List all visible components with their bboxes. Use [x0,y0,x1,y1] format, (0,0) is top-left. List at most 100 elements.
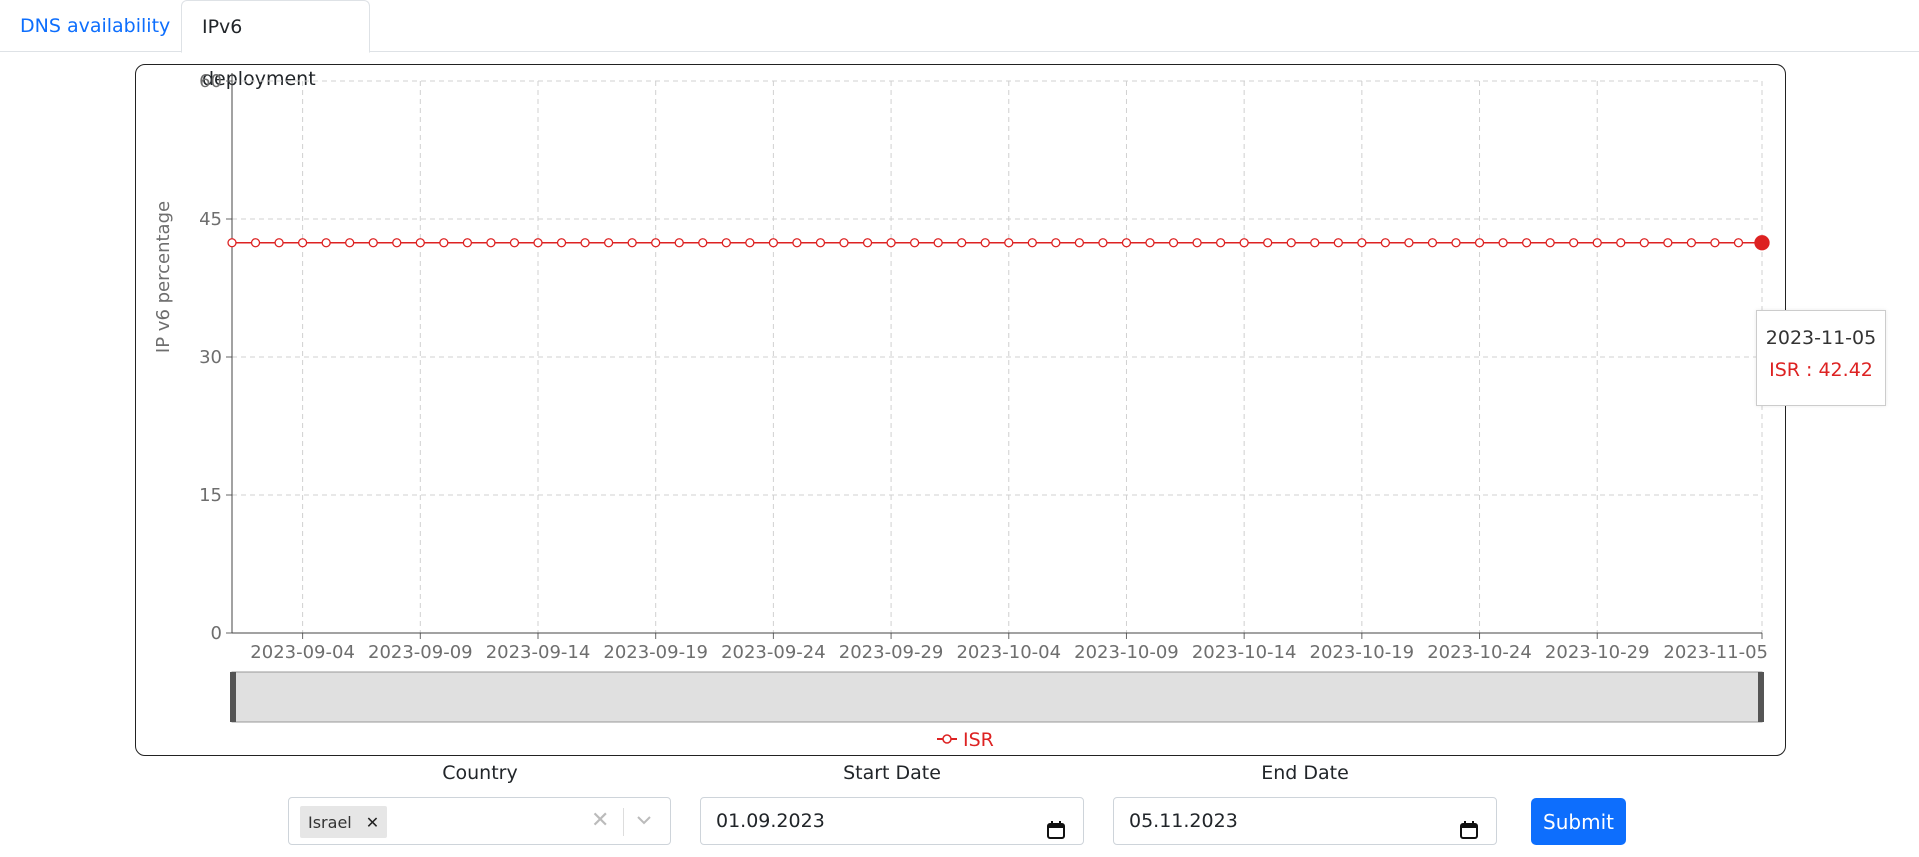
data-point [1145,238,1155,248]
data-point [1754,235,1770,251]
country-select[interactable]: Israel ✕ ✕ [288,797,671,845]
y-tick-label: 0 [211,623,222,644]
data-point [462,238,473,248]
data-point [627,238,637,248]
x-tick-label: 2023-10-14 [1192,642,1297,663]
data-point [957,238,967,248]
calendar-icon[interactable] [1459,811,1479,857]
y-tick-label: 30 [199,347,222,368]
data-point [1239,238,1249,248]
tab-ipv6-deployment[interactable]: IPv6 deployment [181,0,370,90]
data-point [909,238,920,248]
start-date-label: Start Date [843,762,941,784]
data-point [250,238,261,248]
end-date-value: 05.11.2023 [1129,810,1238,832]
start-date-value: 01.09.2023 [716,810,825,832]
data-point [1733,238,1744,248]
data-point [1168,238,1179,248]
data-point [556,238,567,248]
data-point [368,238,378,248]
data-point [1616,238,1626,248]
chart-card: 0 15 30 45 60 2023-09-04 2023-09-09 2023-09-14 2… [135,64,1886,756]
clear-icon[interactable]: ✕ [591,808,610,833]
data-point [1474,238,1485,248]
data-point [439,238,449,248]
range-slider [231,671,1763,723]
data-point [839,238,849,248]
x-tick-label: 2023-09-04 [250,642,355,663]
data-point [1004,238,1014,248]
data-point [227,238,237,248]
chevron-down-icon[interactable] [634,810,654,834]
x-tick-label: 2023-09-29 [839,642,944,663]
data-point [1521,238,1532,248]
data-point [674,238,684,248]
data-point [297,238,308,248]
x-tick-label: 2023-11-05 [1663,642,1768,663]
data-point [1333,238,1343,248]
start-date-input[interactable]: 01.09.2023 [700,797,1084,845]
data-point [603,238,614,248]
data-point [1404,238,1414,248]
data-point [1451,238,1461,248]
data-point [1545,238,1555,248]
data-point [1215,238,1226,248]
data-point [533,238,543,248]
y-tick-label: 45 [199,209,222,230]
data-point [1074,238,1085,248]
legend-marker [942,734,952,744]
legend-label: ISR [963,729,994,751]
data-point [1121,238,1132,248]
data-point [1263,238,1273,248]
submit-button[interactable]: Submit [1531,798,1626,845]
x-tick-label: 2023-10-04 [956,642,1061,663]
data-point [486,238,496,248]
data-point [1686,238,1697,248]
x-tick-label: 2023-09-19 [603,642,708,663]
range-handle-right [1758,672,1764,722]
country-label: Country [442,762,518,784]
data-point [886,238,896,248]
tab-bar: DNS availability IPv6 deployment [0,0,1919,90]
data-point [345,238,355,248]
x-tick-label: 2023-09-24 [721,642,826,663]
data-point [1192,238,1202,248]
data-point [768,238,779,248]
data-point [1357,238,1367,248]
country-chip-label: Israel [308,812,352,832]
end-date-input[interactable]: 05.11.2023 [1113,797,1497,845]
data-point [1639,238,1649,248]
tab-dns-availability[interactable]: DNS availability [20,15,171,37]
remove-chip-icon[interactable]: ✕ [365,812,380,832]
data-point [1286,238,1296,248]
data-point [980,238,990,248]
calendar-icon[interactable] [1046,811,1066,857]
data-point [933,238,943,248]
select-separator [623,808,624,836]
data-point [651,238,661,248]
data-point [415,238,425,248]
data-point [509,238,520,248]
ipv6-line-chart: 0 15 30 45 60 2023-09-04 2023-09-09 2023-09-14 2… [153,71,1770,751]
data-point [1098,238,1108,248]
data-point [862,238,873,248]
chart-tooltip: 2023-11-05 ISR : 42.42 [1756,310,1886,406]
data-point [321,238,331,248]
data-point [1663,238,1673,248]
data-point [698,238,708,248]
x-tick-label: 2023-10-29 [1545,642,1650,663]
data-point [745,238,755,248]
x-tick-label: 2023-09-09 [368,642,473,663]
data-point [1380,238,1391,248]
y-axis-label: IP v6 percentage [153,201,174,353]
tooltip-date: 2023-11-05 [1765,327,1877,349]
data-point [1569,238,1579,248]
data-point [392,238,402,248]
data-point [815,238,826,248]
y-tick-label: 15 [199,485,222,506]
data-point [721,238,731,248]
x-tick-label: 2023-09-14 [486,642,591,663]
data-point [1310,238,1320,248]
country-chip: Israel ✕ [300,806,388,838]
y-tick-label: 60 [199,71,222,92]
